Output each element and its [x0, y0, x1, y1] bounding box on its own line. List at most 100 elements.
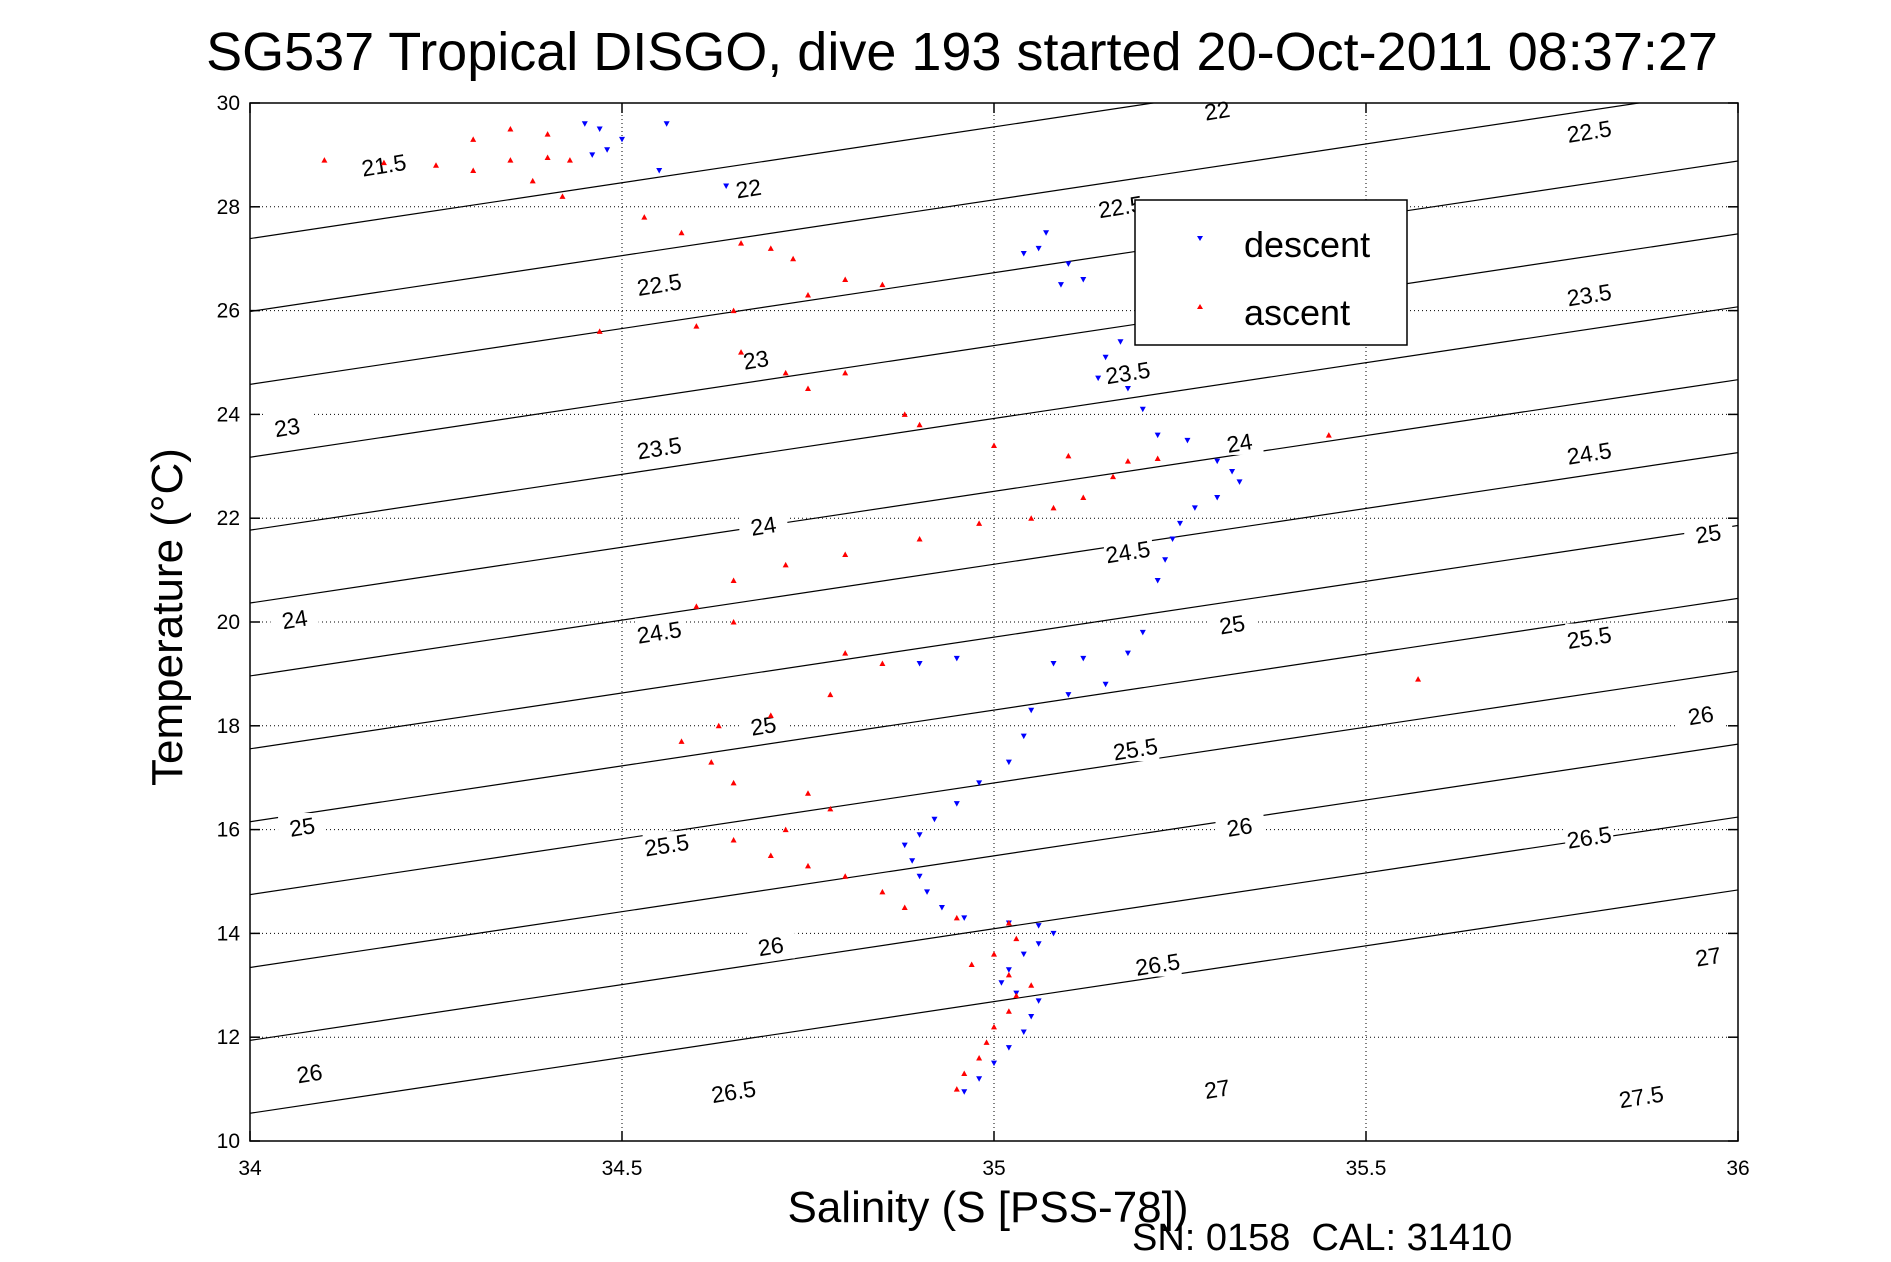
plot-area: 21.5222222.522.522.5232323.523.523.52424…: [217, 92, 1750, 1180]
contour-label-background: [635, 270, 684, 297]
descent-point: [581, 121, 588, 127]
descent-point: [1214, 458, 1221, 465]
ascent-point: [730, 619, 737, 625]
contour-label-background: [263, 413, 312, 440]
descent-point: [1020, 251, 1027, 257]
y-tick-label: 10: [217, 1130, 240, 1153]
descent-point: [976, 1076, 983, 1082]
descent-point: [931, 816, 938, 823]
descent-point: [663, 121, 670, 127]
contour-label-background: [1565, 623, 1614, 650]
ascent-point: [842, 551, 849, 558]
descent-point: [1229, 468, 1236, 475]
descent-point: [1028, 1013, 1035, 1020]
contour-label-background: [1617, 1082, 1666, 1109]
contour-label: 22: [1203, 96, 1232, 126]
ascent-point: [782, 369, 789, 376]
contour-label-background: [635, 434, 684, 461]
density-contour-line: [250, 379, 1738, 604]
contour-label-background: [1684, 942, 1733, 969]
descent-point: [1184, 437, 1191, 444]
ascent-point: [983, 1039, 990, 1045]
density-contour-line: [250, 743, 1738, 969]
descent-point: [1162, 557, 1169, 563]
density-contour-line: [250, 524, 1738, 750]
descent-point: [1020, 733, 1027, 740]
descent-point: [1102, 681, 1109, 688]
contour-label: 26: [1225, 812, 1254, 842]
y-tick-label: 26: [217, 300, 240, 323]
contour-label-background: [285, 1059, 334, 1086]
ascent-point: [708, 759, 715, 765]
descent-point: [924, 889, 931, 895]
ascent-point: [805, 790, 811, 796]
ascent-point: [1110, 473, 1117, 480]
series-ascent: [321, 125, 1422, 1092]
ascent-point: [738, 349, 745, 355]
ascent-point: [529, 177, 536, 184]
ascent-point: [641, 214, 648, 220]
descent-point: [961, 915, 968, 921]
x-axis-label: Salinity (S [PSS-78]): [787, 1183, 1188, 1232]
contour-label-background: [1103, 537, 1152, 564]
ascent-point: [321, 157, 328, 163]
ascent-point: [953, 914, 960, 921]
descent-point: [1214, 494, 1221, 501]
ascent-point: [1005, 971, 1012, 978]
descent-point: [1080, 655, 1087, 662]
descent-point: [1020, 951, 1027, 958]
ascent-point: [470, 136, 477, 142]
density-contours: [250, 103, 1738, 1114]
ascent-point: [842, 276, 849, 282]
contour-label-background: [635, 618, 684, 645]
ascent-point: [976, 1054, 983, 1061]
ascent-point: [991, 951, 997, 957]
contour-label-background: [731, 345, 780, 372]
ascent-point: [879, 660, 886, 667]
contour-label: 24: [1225, 428, 1255, 458]
contour-label-background: [1565, 439, 1614, 466]
ascent-point: [991, 1023, 997, 1030]
ascent-point: [738, 240, 745, 246]
ascent-point: [380, 159, 387, 166]
ascent-point: [730, 779, 737, 786]
contour-label: 23: [741, 345, 770, 375]
ascent-point: [1013, 935, 1020, 942]
contour-label-background: [1565, 823, 1614, 850]
ascent-point: [1028, 982, 1035, 988]
descent-point: [1154, 577, 1161, 584]
descent-point: [596, 126, 603, 132]
x-tick-label: 34: [238, 1157, 262, 1180]
descent-point: [1035, 923, 1042, 929]
ascent-point: [507, 125, 514, 132]
ascent-point: [730, 307, 737, 314]
contour-label-background: [739, 711, 788, 738]
contour-label: 25: [749, 711, 778, 741]
contour-label-background: [1215, 428, 1264, 455]
y-tick-label: 20: [217, 611, 240, 634]
series-descent: [581, 121, 1243, 1095]
descent-point: [1050, 661, 1057, 667]
ascent-point: [842, 369, 849, 376]
descent-point: [1035, 998, 1042, 1004]
contour-label-background: [1208, 610, 1257, 637]
ascent-point: [953, 1086, 960, 1092]
density-contour-line: [250, 889, 1738, 1114]
ascent-point: [901, 904, 908, 910]
descent-point: [1005, 759, 1012, 766]
legend-descent-label: descent: [1244, 224, 1370, 265]
ascent-point: [842, 650, 849, 656]
ascent-point: [879, 888, 886, 895]
contour-label: 27: [1694, 942, 1723, 972]
density-contour-line: [250, 306, 1738, 531]
descent-point: [1124, 650, 1131, 657]
contour-label: 24: [749, 511, 779, 541]
descent-point: [938, 904, 945, 911]
ascent-point: [782, 826, 789, 833]
density-contour-line: [250, 597, 1738, 823]
descent-point: [1005, 1045, 1012, 1051]
ascent-point: [1124, 458, 1131, 464]
contour-label-background: [709, 1077, 758, 1104]
contour-label-background: [1676, 701, 1725, 728]
